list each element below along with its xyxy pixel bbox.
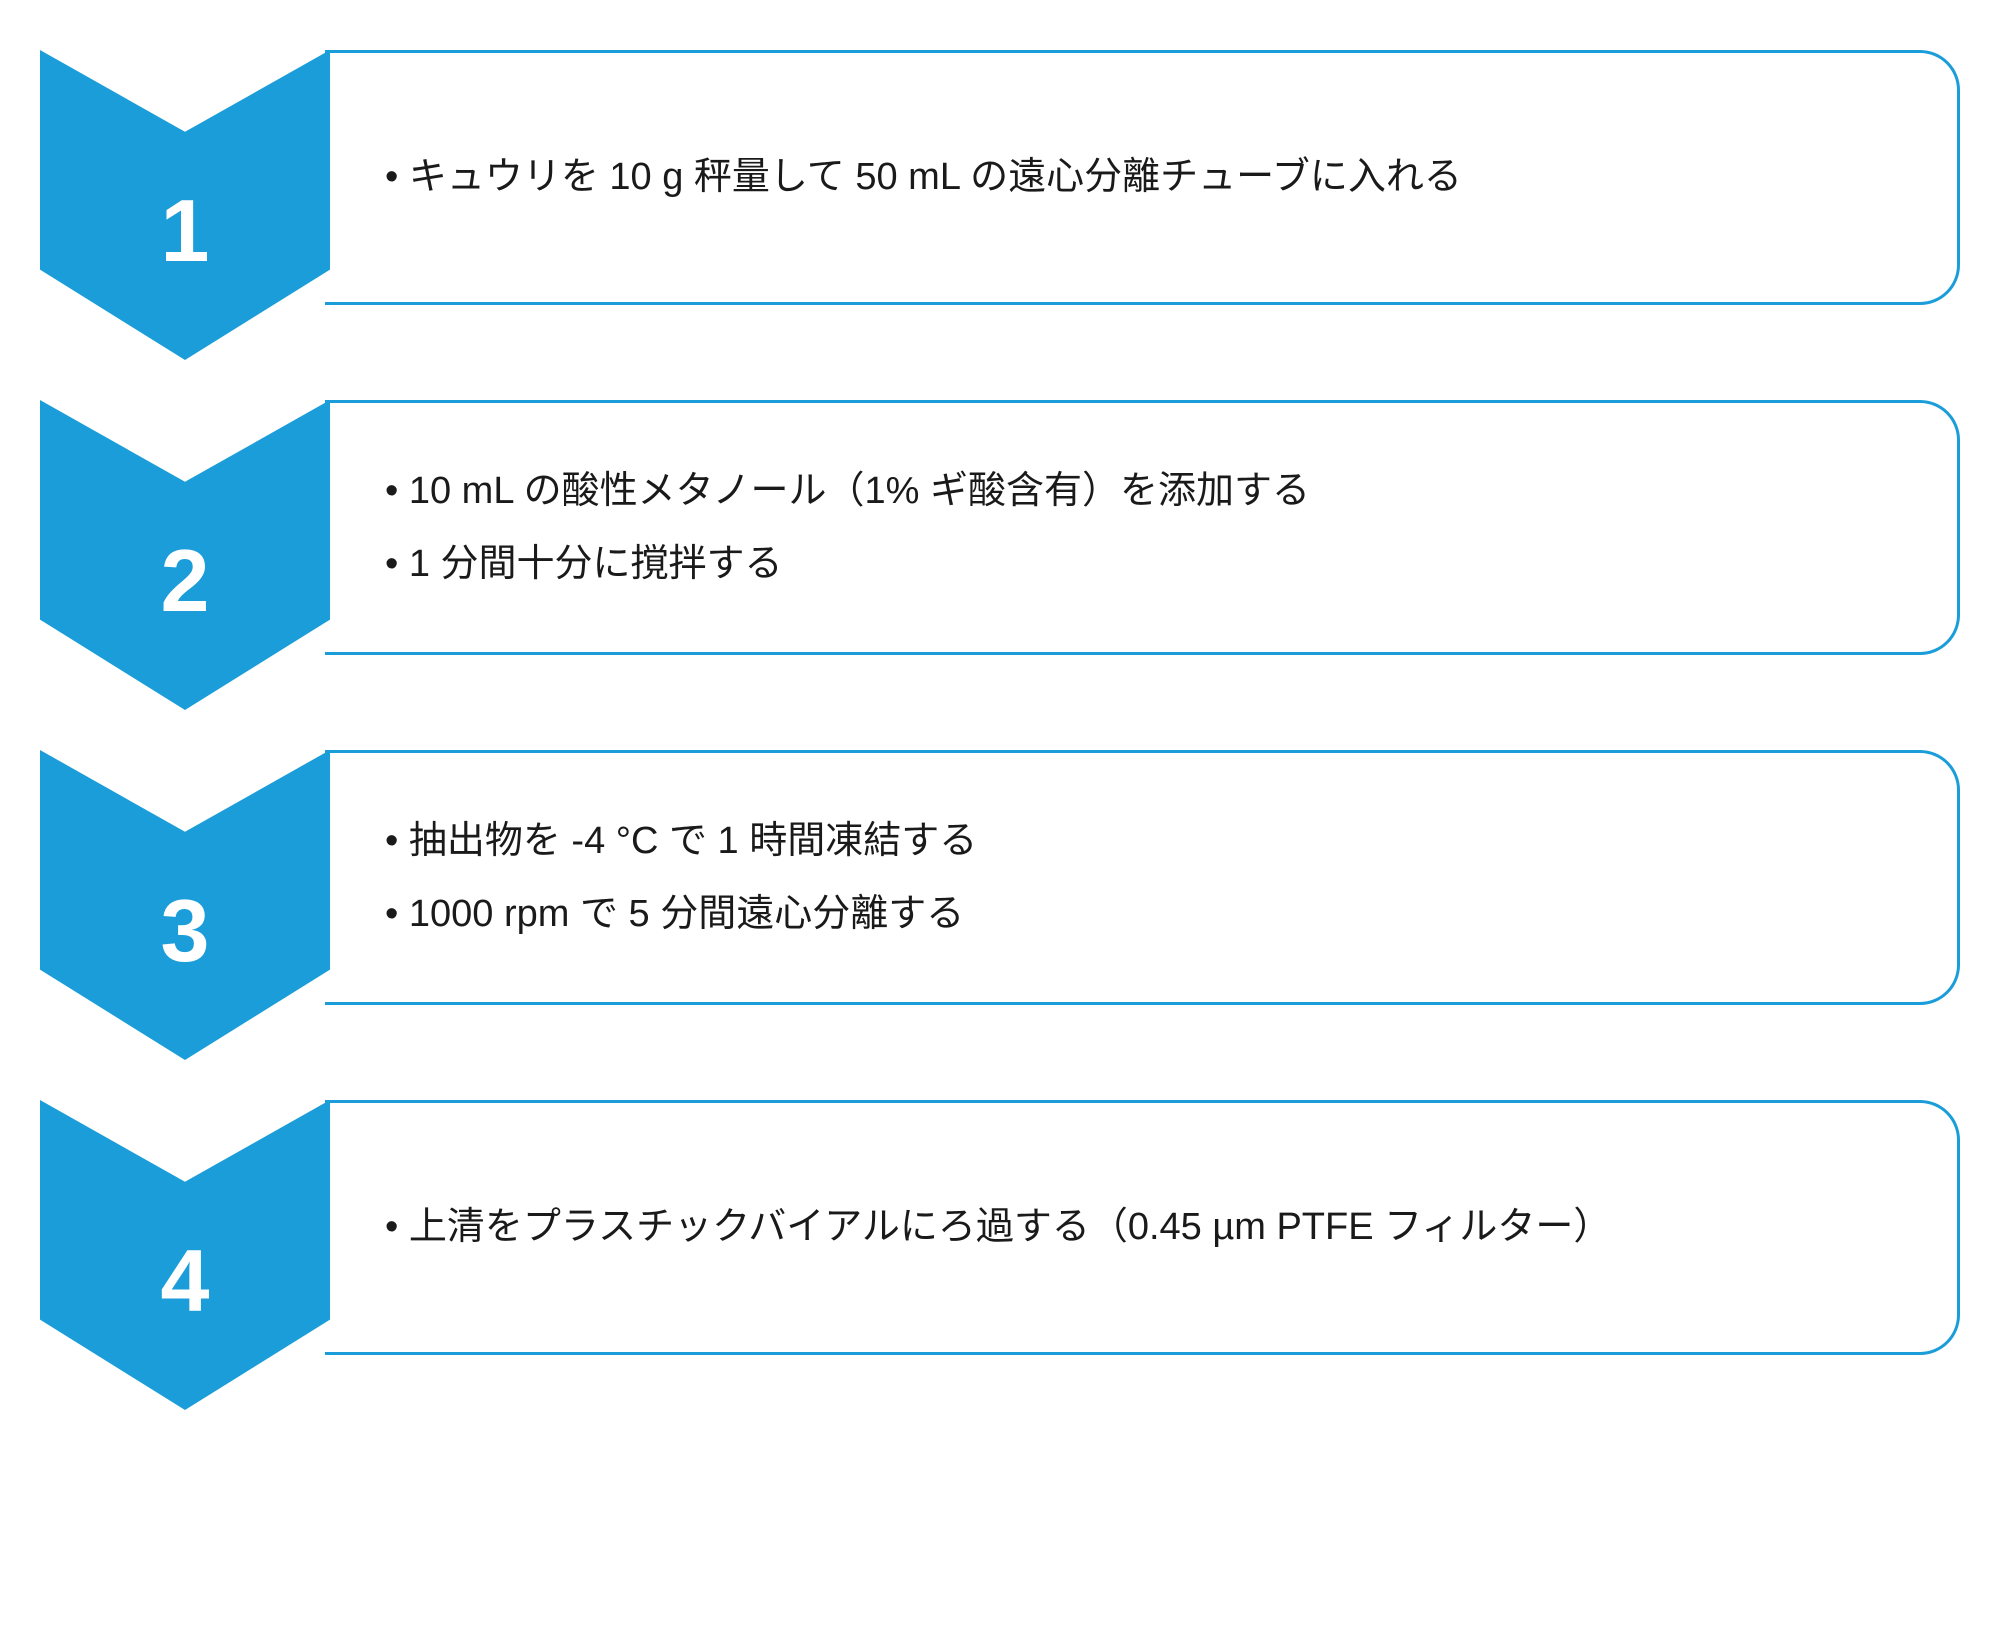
step-row: 3 • 抽出物を -4 °C で 1 時間凍結する • 1000 rpm で 5 分… xyxy=(40,750,1960,1060)
process-flow-diagram: 1• キュウリを 10 g 秤量して 50 mL の遠心分離チューブに入れる2•… xyxy=(40,50,1960,1410)
bullet-text: • キュウリを 10 g 秤量して 50 mL の遠心分離チューブに入れる xyxy=(385,147,1907,208)
step-row: 4 • 上清をプラスチックバイアルにろ過する（0.45 µm PTFE フィルター… xyxy=(40,1100,1960,1410)
step-content-box: • 抽出物を -4 °C で 1 時間凍結する • 1000 rpm で 5 分間… xyxy=(325,750,1960,1005)
chevron-arrow: 2 xyxy=(40,400,330,710)
step-number: 1 xyxy=(40,180,330,282)
chevron-arrow: 1 xyxy=(40,50,330,360)
bullet-text: • 10 mL の酸性メタノール（1% ギ酸含有）を添加する xyxy=(385,461,1907,522)
step-number: 4 xyxy=(40,1230,330,1332)
step-content-box: • 上清をプラスチックバイアルにろ過する（0.45 µm PTFE フィルター） xyxy=(325,1100,1960,1355)
step-number: 3 xyxy=(40,880,330,982)
bullet-text: • 1000 rpm で 5 分間遠心分離する xyxy=(385,884,1907,945)
chevron-arrow: 3 xyxy=(40,750,330,1060)
step-row: 1 • キュウリを 10 g 秤量して 50 mL の遠心分離チューブに入れる xyxy=(40,50,1960,360)
step-content-box: • 10 mL の酸性メタノール（1% ギ酸含有）を添加する • 1 分間十分に撹… xyxy=(325,400,1960,655)
bullet-text: • 上清をプラスチックバイアルにろ過する（0.45 µm PTFE フィルター） xyxy=(385,1197,1907,1258)
step-number: 2 xyxy=(40,530,330,632)
bullet-text: • 1 分間十分に撹拌する xyxy=(385,534,1907,595)
chevron-arrow: 4 xyxy=(40,1100,330,1410)
step-content-box: • キュウリを 10 g 秤量して 50 mL の遠心分離チューブに入れる xyxy=(325,50,1960,305)
bullet-text: • 抽出物を -4 °C で 1 時間凍結する xyxy=(385,811,1907,872)
step-row: 2 • 10 mL の酸性メタノール（1% ギ酸含有）を添加する • 1 分間十分に… xyxy=(40,400,1960,710)
